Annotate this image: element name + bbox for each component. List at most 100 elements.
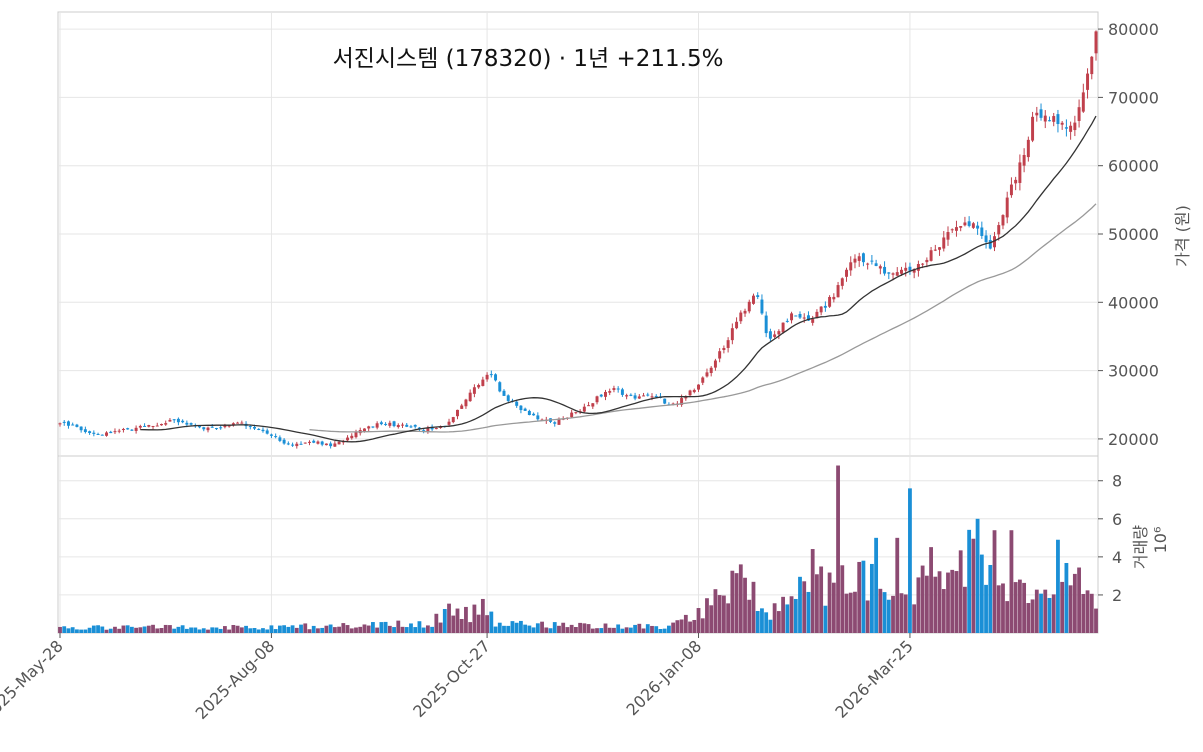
volume-bar <box>662 628 667 633</box>
volume-bar <box>996 585 1001 633</box>
volume-bar <box>510 621 515 633</box>
candle-body <box>709 367 713 374</box>
candle-body <box>591 403 595 407</box>
candle-body <box>1052 116 1056 122</box>
volume-bar <box>1005 601 1010 633</box>
volume-bar <box>62 626 67 633</box>
candle-body <box>100 434 104 436</box>
candle-body <box>984 235 988 243</box>
volume-bar <box>721 595 726 633</box>
volume-bar <box>654 626 659 633</box>
candle-body <box>219 427 223 429</box>
volume-bar <box>844 593 849 633</box>
candle-body <box>988 240 992 249</box>
volume-bar <box>781 596 785 633</box>
volume-bar <box>176 626 181 633</box>
volume-bar <box>535 623 540 633</box>
volume-bar <box>438 622 443 633</box>
volume-bar <box>413 627 418 633</box>
candle-body <box>261 429 265 432</box>
volume-bar <box>899 593 904 633</box>
volume-bar <box>874 537 879 633</box>
candle-body <box>887 272 891 274</box>
candle-body <box>743 310 747 314</box>
candle-body <box>71 424 75 426</box>
candle-body <box>536 415 540 420</box>
volume-bar <box>79 629 84 633</box>
candle-body <box>426 428 430 432</box>
volume-bar <box>303 623 308 633</box>
volume-bar <box>430 626 435 633</box>
volume-bar <box>730 570 735 633</box>
candle-body <box>96 433 100 435</box>
volume-bar <box>108 628 113 633</box>
volume-bar <box>979 554 984 633</box>
candle-body <box>612 388 616 390</box>
moving-average-short <box>140 115 1097 443</box>
volume-panel <box>57 455 1099 634</box>
candle-body <box>895 272 899 276</box>
candle-body <box>599 394 603 397</box>
volume-bar <box>447 603 451 633</box>
candle-body <box>781 322 785 333</box>
volume-bar <box>620 628 625 633</box>
volume-bar <box>502 625 506 633</box>
volume-bar <box>527 625 532 633</box>
candle-body <box>730 328 734 341</box>
volume-bar <box>480 598 485 633</box>
candle-body <box>604 391 607 397</box>
volume-bar <box>1068 585 1073 633</box>
volume-bar <box>519 620 523 633</box>
volume-bar <box>252 628 257 633</box>
candle-body <box>83 429 87 433</box>
volume-bar <box>641 628 646 633</box>
candle-body <box>942 237 946 249</box>
candle-body <box>447 421 451 425</box>
volume-bar <box>637 623 642 633</box>
candle-body <box>802 317 806 319</box>
volume-bar <box>1077 567 1081 633</box>
candle-body <box>874 263 878 266</box>
volume-bar <box>1047 597 1052 633</box>
volume-bar <box>1013 582 1018 633</box>
candle-body <box>646 394 650 396</box>
volume-bars <box>58 465 1098 633</box>
volume-bar <box>476 614 481 633</box>
volume-bar <box>869 563 874 633</box>
volume-bar <box>523 624 528 633</box>
candle-body <box>828 297 832 307</box>
volume-bar <box>954 571 959 633</box>
candle-body <box>147 425 151 427</box>
candle-body <box>735 321 739 329</box>
candle-body <box>286 443 290 445</box>
volume-bar <box>920 565 925 633</box>
price-tick-label: 60000 <box>1108 157 1159 176</box>
volume-bar <box>421 627 426 633</box>
volume-bar <box>337 626 341 633</box>
volume-bar <box>248 628 253 633</box>
candle-body <box>337 441 341 445</box>
candle-body <box>367 426 371 429</box>
volume-bar <box>612 627 616 633</box>
candle-body <box>929 250 933 261</box>
candle-body <box>532 413 536 416</box>
volume-bar <box>776 611 781 633</box>
volume-bar <box>709 605 714 633</box>
volume-bar <box>159 628 164 633</box>
volume-bar <box>142 626 147 633</box>
volume-bar <box>548 628 553 633</box>
candle-body <box>980 227 984 236</box>
price-tick-label: 40000 <box>1108 293 1159 312</box>
volume-bar <box>1081 593 1086 633</box>
candle-body <box>515 401 519 406</box>
volume-bar <box>590 628 595 633</box>
candle-body <box>223 425 227 428</box>
volume-bar <box>125 625 130 633</box>
volume-bar <box>633 624 637 633</box>
volume-bar <box>916 577 921 633</box>
candle-body <box>768 331 772 339</box>
volume-bar <box>201 628 206 633</box>
volume-bar <box>599 628 604 633</box>
moving-average-long <box>309 203 1097 433</box>
candle-body <box>993 236 996 248</box>
